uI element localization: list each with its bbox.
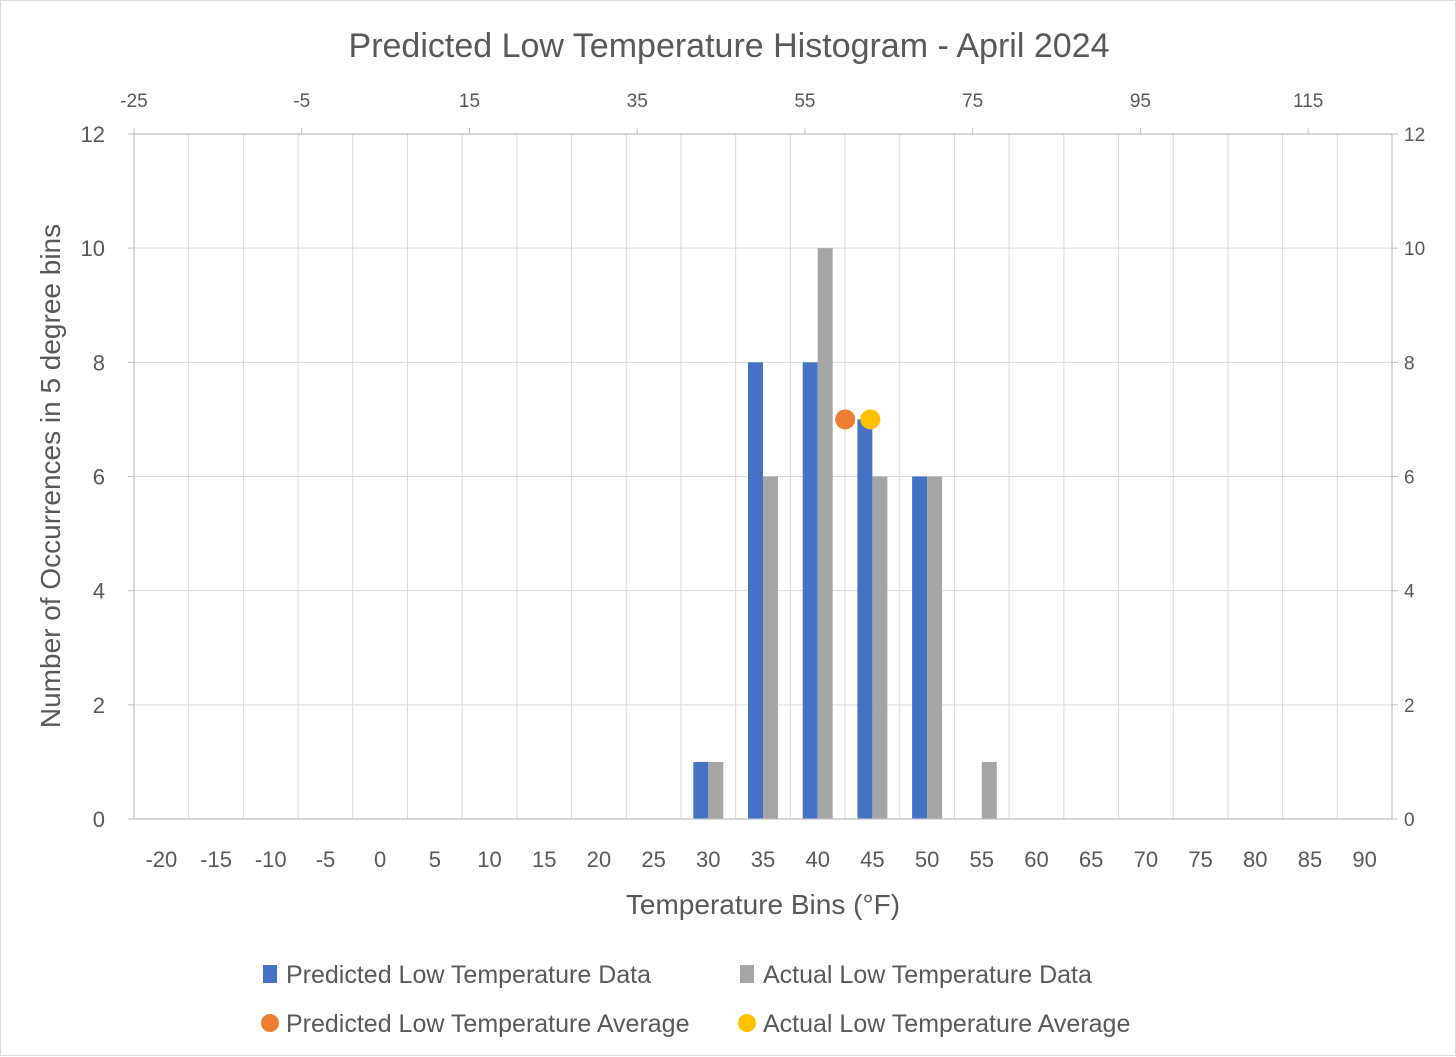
- x2-tick-label: 115: [1293, 91, 1323, 112]
- y-tick-label: 12: [81, 122, 105, 147]
- x-tick-label: -5: [316, 847, 336, 872]
- bar: [802, 362, 818, 819]
- bar: [872, 476, 888, 819]
- x-tick-label: 25: [641, 847, 665, 872]
- y2-tick-label: 12: [1404, 125, 1425, 146]
- legend-label: Predicted Low Temperature Data: [286, 961, 651, 989]
- y-tick-label: 4: [93, 579, 105, 604]
- x-axis-title: Temperature Bins (°F): [626, 889, 900, 920]
- x-tick-label: 30: [696, 847, 720, 872]
- bar: [763, 476, 778, 819]
- y2-tick-label: 4: [1404, 582, 1415, 603]
- x2-tick-label: 55: [794, 91, 815, 112]
- x-tick-label: 80: [1243, 847, 1267, 872]
- y2-tick-label: 8: [1404, 353, 1415, 374]
- bar: [708, 761, 724, 819]
- x-tick-label: 50: [915, 847, 939, 872]
- bar: [817, 248, 833, 819]
- y-tick-label: 6: [93, 465, 105, 490]
- legend: Predicted Low Temperature Data Actual Low…: [261, 961, 1130, 1038]
- y2-tick-label: 2: [1404, 696, 1415, 717]
- average-marker: [860, 409, 881, 430]
- x-tick-label: 15: [532, 847, 556, 872]
- y-tick-label: 8: [93, 350, 105, 375]
- average-markers: [835, 409, 881, 430]
- bar: [981, 761, 997, 819]
- legend-label: Actual Low Temperature Data: [763, 961, 1092, 989]
- legend-marker: [738, 1014, 756, 1032]
- legend-swatch: [740, 965, 754, 983]
- x-tick-label: 40: [805, 847, 829, 872]
- legend-label: Actual Low Temperature Average: [763, 1010, 1130, 1038]
- average-marker: [835, 409, 856, 430]
- x-tick-label: 65: [1079, 847, 1103, 872]
- bar: [857, 419, 873, 819]
- y2-tick-label: 6: [1404, 468, 1415, 489]
- x2-tick-label: -5: [293, 91, 310, 112]
- x-tick-label: 60: [1024, 847, 1048, 872]
- x-tick-label: -10: [255, 847, 287, 872]
- y-axis-title: Number of Occurrences in 5 degree bins: [35, 224, 66, 728]
- legend-marker: [261, 1014, 279, 1032]
- bar: [912, 476, 928, 819]
- legend-label: Predicted Low Temperature Average: [286, 1010, 690, 1038]
- x2-tick-label: -25: [120, 91, 147, 112]
- x-tick-label: 35: [751, 847, 775, 872]
- x-tick-label: 10: [477, 847, 501, 872]
- x-tick-label: 75: [1188, 847, 1212, 872]
- x-tick-label: 5: [429, 847, 441, 872]
- x-tick-label: 55: [970, 847, 994, 872]
- legend-swatch: [263, 965, 277, 983]
- y-tick-label: 2: [93, 693, 105, 718]
- bar: [748, 362, 763, 819]
- x-tick-label: 70: [1134, 847, 1158, 872]
- x-tick-label: 90: [1352, 847, 1376, 872]
- bar: [927, 476, 943, 819]
- bar: [693, 761, 709, 819]
- y-tick-label: 10: [81, 236, 105, 261]
- x2-tick-label: 35: [627, 91, 648, 112]
- x2-tick-label: 95: [1130, 91, 1151, 112]
- x-tick-label: 45: [860, 847, 884, 872]
- x-tick-label: -15: [200, 847, 232, 872]
- x2-tick-label: 75: [962, 91, 983, 112]
- chart-title: Predicted Low Temperature Histogram - Ap…: [349, 27, 1110, 65]
- bars: [693, 248, 997, 819]
- y-tick-label: 0: [93, 807, 105, 832]
- x-tick-label: -20: [145, 847, 177, 872]
- x-tick-label: 85: [1298, 847, 1322, 872]
- x-tick-label: 20: [587, 847, 611, 872]
- x-tick-label: 0: [374, 847, 386, 872]
- y2-tick-label: 10: [1404, 239, 1425, 260]
- tick-labels: 0 2 4 6 8 10 12 0 2 4 6 8 10 12 -20 -15 -10 -5 0 5 10 15 20 25 3…: [81, 91, 1426, 872]
- y2-tick-label: 0: [1404, 810, 1415, 831]
- x2-tick-label: 15: [459, 91, 480, 112]
- axes: [128, 128, 1398, 820]
